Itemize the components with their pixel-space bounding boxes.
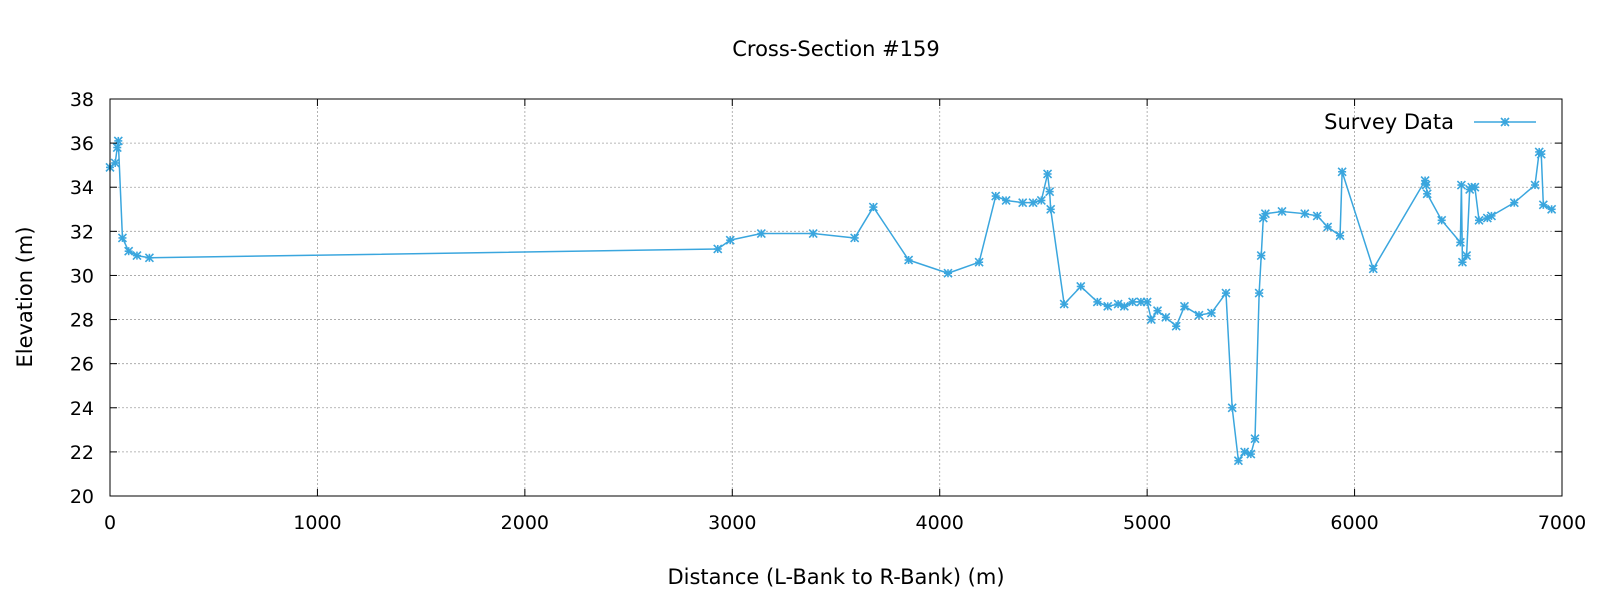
y-tick-label: 32 (70, 221, 94, 243)
data-point (1470, 182, 1480, 192)
data-point (1119, 301, 1129, 311)
data-point (1536, 149, 1546, 159)
data-point (124, 246, 134, 256)
data-point (1103, 301, 1113, 311)
data-point (868, 202, 878, 212)
x-tick-label: 2000 (501, 512, 549, 534)
data-point (1128, 297, 1138, 307)
data-point (1018, 198, 1028, 208)
data-point (1509, 198, 1519, 208)
x-tick-label: 7000 (1538, 512, 1586, 534)
data-point (1323, 222, 1333, 232)
y-tick-label: 28 (70, 310, 94, 332)
data-point (1312, 211, 1322, 221)
series-line-survey-data (109, 140, 1552, 462)
data-point (1043, 169, 1053, 179)
data-point (1233, 456, 1243, 466)
y-tick-label: 26 (70, 354, 94, 376)
data-point (1076, 281, 1086, 292)
data-point (1335, 231, 1345, 241)
data-point (713, 244, 723, 254)
data-point (1171, 321, 1181, 331)
legend-label-survey-data: Survey Data (1324, 110, 1454, 134)
data-point (1250, 434, 1260, 444)
x-tick-label: 0 (104, 512, 116, 534)
legend-marker-swatch (1500, 117, 1510, 127)
data-point (1246, 449, 1256, 459)
data-point (1474, 215, 1484, 225)
data-point (1337, 167, 1347, 177)
y-axis-title: Elevation (m) (13, 226, 37, 367)
grid (110, 99, 1562, 496)
chart-title: Cross-Section #159 (732, 37, 940, 61)
data-point (1547, 204, 1557, 214)
data-point (1456, 180, 1466, 190)
data-point (132, 251, 142, 261)
data-point (1036, 195, 1046, 206)
data-point (1179, 301, 1190, 311)
data-point (1206, 308, 1217, 318)
data-point (1421, 180, 1431, 190)
data-point (1045, 187, 1055, 197)
data-point (1254, 288, 1264, 298)
series-layer (105, 136, 1557, 466)
data-point (1092, 297, 1102, 307)
data-point (808, 228, 818, 239)
data-point (1046, 204, 1056, 214)
data-point (1152, 306, 1163, 316)
data-point (1194, 310, 1204, 320)
x-tick-label: 3000 (708, 512, 756, 534)
data-point (1530, 180, 1540, 190)
y-tick-label: 30 (70, 265, 94, 287)
data-point (1161, 312, 1171, 322)
data-point (1146, 314, 1156, 325)
data-point (943, 268, 953, 278)
data-point (1455, 237, 1465, 247)
data-point (991, 191, 1001, 201)
data-point (1368, 264, 1378, 274)
data-point (1059, 299, 1069, 309)
x-tick-label: 4000 (916, 512, 964, 534)
data-point (1221, 288, 1231, 298)
data-point (1277, 206, 1287, 217)
y-tick-label: 36 (70, 133, 94, 155)
data-point (1001, 195, 1011, 206)
data-point (1422, 189, 1432, 199)
x-axis-title: Distance (L-Bank to R-Bank) (m) (667, 565, 1004, 589)
data-point (1538, 200, 1548, 210)
ticks: 0 1000 2000 3000 4000 5000 6000 7000 20 22 24 26 28 3… (70, 89, 1586, 534)
x-tick-label: 5000 (1123, 512, 1171, 534)
y-tick-label: 20 (70, 486, 94, 508)
data-point (1256, 251, 1266, 261)
x-tick-label: 1000 (293, 512, 341, 534)
y-tick-label: 22 (70, 442, 94, 464)
data-point (117, 233, 128, 243)
legend: Survey Data (1324, 110, 1536, 134)
data-point (1457, 257, 1468, 267)
data-point (1142, 297, 1152, 307)
data-point (1227, 403, 1237, 413)
legend-marker (1500, 117, 1510, 127)
data-point (974, 257, 984, 267)
data-point (850, 233, 860, 243)
data-point (1300, 209, 1310, 219)
plot-frame (109, 98, 1563, 497)
data-point (725, 235, 735, 245)
data-point (1462, 251, 1472, 261)
data-point (1028, 198, 1038, 208)
x-tick-label: 6000 (1330, 512, 1378, 534)
data-point (756, 228, 766, 239)
data-point (110, 158, 120, 168)
y-tick-label: 24 (70, 398, 94, 420)
data-point (144, 253, 154, 263)
data-point (1437, 215, 1447, 225)
data-point (904, 255, 914, 265)
y-tick-label: 34 (70, 177, 94, 199)
data-point (1260, 209, 1270, 219)
data-point (113, 136, 123, 146)
y-tick-label: 38 (70, 89, 94, 111)
data-point (1486, 211, 1497, 221)
